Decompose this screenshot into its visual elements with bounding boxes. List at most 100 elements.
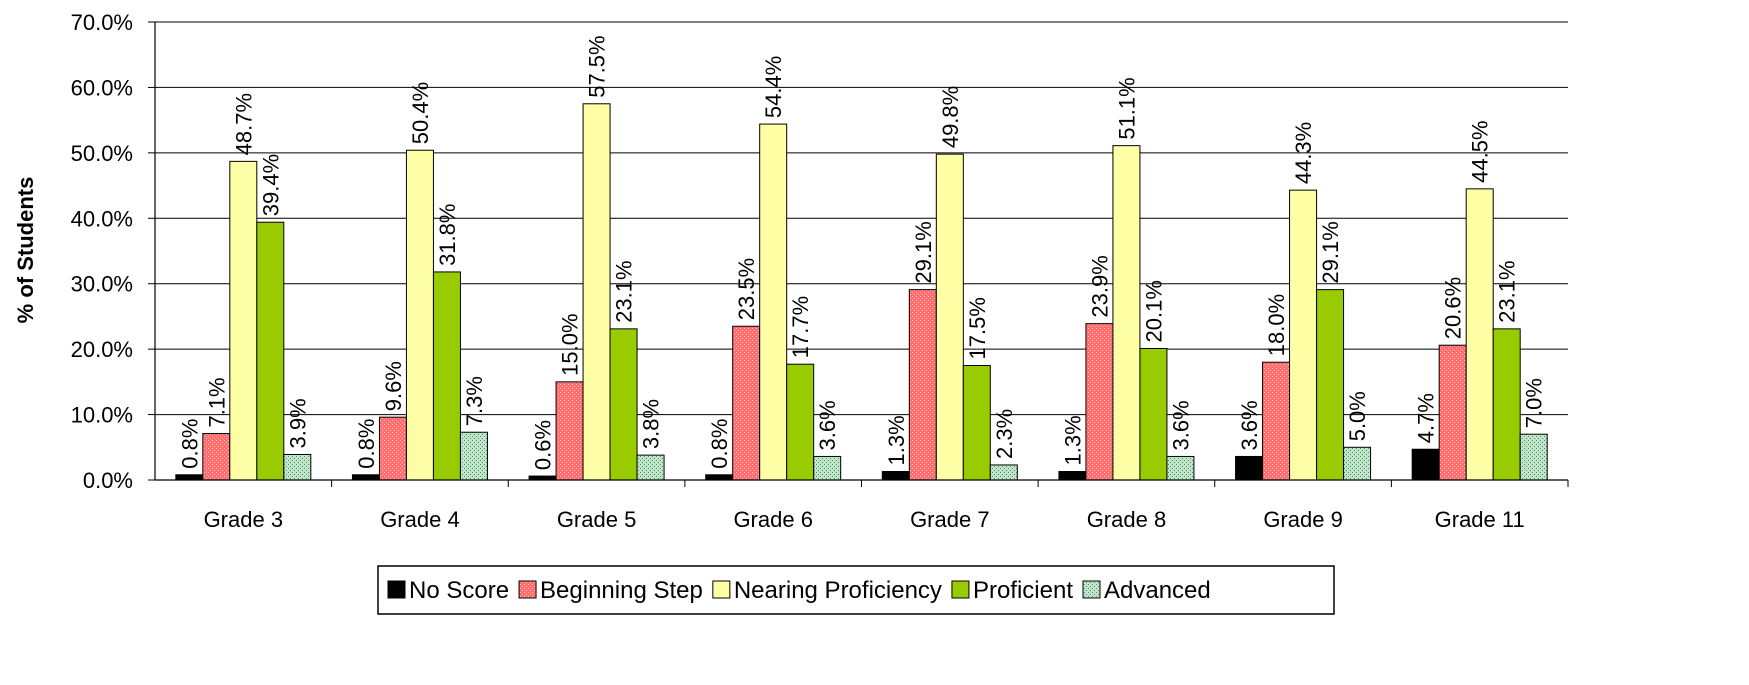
bar — [1519, 433, 1548, 481]
bar — [935, 153, 964, 481]
data-label: 49.8% — [938, 86, 963, 148]
bar — [705, 474, 734, 481]
x-category-labels: Grade 3 Grade 4 Grade 5 Grade 6 Grade 7 Grade… — [204, 507, 1525, 532]
bar — [881, 470, 910, 481]
data-label: 3.6% — [1237, 400, 1262, 450]
data-label: 23.5% — [734, 258, 759, 320]
bar — [636, 454, 665, 481]
legend-label: Beginning Step — [540, 577, 703, 604]
gridlines — [155, 21, 1568, 416]
y-tick-label: 60.0% — [71, 75, 133, 100]
data-label: 3.9% — [285, 398, 310, 448]
bar — [732, 325, 761, 481]
bar — [609, 328, 638, 481]
legend-swatch — [518, 580, 537, 599]
bar — [1316, 289, 1345, 481]
data-label: 1.3% — [884, 415, 909, 465]
data-label: 1.3% — [1060, 415, 1085, 465]
x-category-label: Grade 7 — [910, 507, 990, 532]
data-label: 3.6% — [1168, 400, 1193, 450]
data-label: 3.6% — [815, 400, 840, 450]
data-label: 23.1% — [1495, 260, 1520, 322]
bar — [1411, 448, 1440, 481]
bar — [1112, 145, 1141, 481]
data-label: 3.8% — [639, 399, 664, 449]
bar — [1262, 361, 1291, 481]
data-label: 2.3% — [992, 409, 1017, 459]
bar — [582, 103, 611, 481]
bar — [555, 381, 584, 481]
data-label: 0.6% — [531, 420, 556, 470]
data-label: 44.3% — [1291, 122, 1316, 184]
bar — [1058, 470, 1087, 481]
legend-item: Nearing Proficiency — [712, 577, 942, 604]
data-label: 29.1% — [911, 221, 936, 283]
bar — [229, 160, 258, 481]
bar — [432, 271, 461, 481]
bar — [175, 474, 204, 481]
data-label: 7.3% — [462, 376, 487, 426]
data-labels: 0.8%7.1%48.7%39.4%3.9% 0.8%9.6%50.4%31.8%… — [177, 35, 1546, 470]
bar — [1235, 455, 1264, 481]
legend-label: No Score — [409, 577, 509, 604]
x-category-label: Grade 5 — [557, 507, 637, 532]
x-category-label: Grade 8 — [1087, 507, 1167, 532]
data-label: 4.7% — [1414, 393, 1439, 443]
bar — [202, 433, 231, 481]
axes — [148, 21, 1569, 487]
y-tick-label: 40.0% — [71, 206, 133, 231]
data-label: 57.5% — [585, 35, 610, 97]
bar — [908, 289, 937, 481]
x-category-label: Grade 4 — [380, 507, 460, 532]
bar — [1166, 455, 1195, 481]
bar — [459, 431, 488, 481]
bar — [962, 365, 991, 481]
data-label: 0.8% — [177, 419, 202, 469]
bar — [1289, 189, 1318, 481]
bar — [256, 221, 285, 481]
y-tick-label: 70.0% — [71, 10, 133, 35]
data-label: 44.5% — [1468, 120, 1493, 182]
data-label: 18.0% — [1264, 294, 1289, 356]
data-label: 51.1% — [1114, 77, 1139, 139]
bar — [1343, 446, 1372, 481]
x-category-label: Grade 6 — [733, 507, 813, 532]
bar — [759, 123, 788, 481]
x-category-label: Grade 3 — [204, 507, 284, 532]
legend-label: Advanced — [1104, 577, 1211, 604]
data-label: 54.4% — [761, 56, 786, 118]
legend-item: Advanced — [1082, 577, 1211, 604]
data-label: 48.7% — [231, 93, 256, 155]
bar — [351, 474, 380, 481]
data-label: 29.1% — [1318, 221, 1343, 283]
data-label: 5.0% — [1345, 391, 1370, 441]
data-label: 17.7% — [788, 296, 813, 358]
legend-swatch — [1082, 580, 1101, 599]
bar — [786, 363, 815, 481]
y-tick-label: 0.0% — [83, 468, 133, 493]
bars — [175, 103, 1548, 481]
bar — [405, 149, 434, 481]
data-label: 7.1% — [204, 377, 229, 427]
bar — [989, 464, 1018, 481]
y-tick-label: 20.0% — [71, 337, 133, 362]
data-label: 0.8% — [354, 419, 379, 469]
legend-label: Proficient — [973, 577, 1073, 604]
data-label: 50.4% — [408, 82, 433, 144]
data-label: 31.8% — [435, 204, 460, 266]
data-label: 23.9% — [1087, 255, 1112, 317]
data-label: 39.4% — [258, 154, 283, 216]
bar — [1492, 328, 1521, 481]
data-label: 9.6% — [381, 361, 406, 411]
x-category-label: Grade 9 — [1263, 507, 1343, 532]
data-label: 7.0% — [1522, 378, 1547, 428]
legend: No Score Beginning Step Nearing Proficienc… — [377, 565, 1335, 615]
bar — [378, 416, 407, 481]
x-category-label: Grade 11 — [1435, 507, 1525, 532]
bar — [1139, 347, 1168, 481]
bar — [1438, 344, 1467, 481]
y-tick-label: 50.0% — [71, 141, 133, 166]
data-label: 0.8% — [707, 419, 732, 469]
bar — [283, 453, 312, 481]
